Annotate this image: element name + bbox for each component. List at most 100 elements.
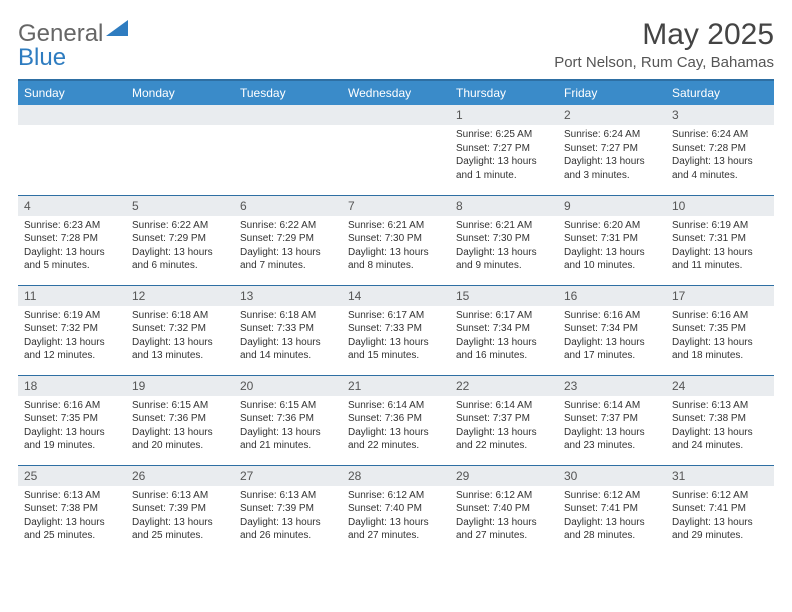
day-content: Sunrise: 6:13 AMSunset: 7:39 PMDaylight:… bbox=[126, 486, 234, 547]
day-line: Sunrise: 6:14 AM bbox=[348, 399, 444, 413]
day-line: Sunrise: 6:14 AM bbox=[456, 399, 552, 413]
day-line: Sunrise: 6:13 AM bbox=[132, 489, 228, 503]
calendar-day-cell: 14Sunrise: 6:17 AMSunset: 7:33 PMDayligh… bbox=[342, 285, 450, 375]
day-line: Sunset: 7:28 PM bbox=[24, 232, 120, 246]
day-number: 9 bbox=[558, 196, 666, 216]
day-content bbox=[342, 125, 450, 132]
calendar-day-cell bbox=[342, 105, 450, 195]
day-line: Daylight: 13 hours and 14 minutes. bbox=[240, 336, 336, 363]
day-content: Sunrise: 6:22 AMSunset: 7:29 PMDaylight:… bbox=[234, 216, 342, 277]
day-line: Daylight: 13 hours and 8 minutes. bbox=[348, 246, 444, 273]
calendar-week-row: 4Sunrise: 6:23 AMSunset: 7:28 PMDaylight… bbox=[18, 195, 774, 285]
page-header: General May 2025 Port Nelson, Rum Cay, B… bbox=[18, 18, 774, 71]
day-number: 29 bbox=[450, 466, 558, 486]
day-content: Sunrise: 6:23 AMSunset: 7:28 PMDaylight:… bbox=[18, 216, 126, 277]
day-line: Sunrise: 6:12 AM bbox=[564, 489, 660, 503]
calendar-day-cell: 11Sunrise: 6:19 AMSunset: 7:32 PMDayligh… bbox=[18, 285, 126, 375]
calendar-body: 1Sunrise: 6:25 AMSunset: 7:27 PMDaylight… bbox=[18, 105, 774, 555]
day-line: Sunrise: 6:15 AM bbox=[240, 399, 336, 413]
day-line: Sunrise: 6:21 AM bbox=[348, 219, 444, 233]
day-line: Sunset: 7:30 PM bbox=[348, 232, 444, 246]
calendar-day-cell: 21Sunrise: 6:14 AMSunset: 7:36 PMDayligh… bbox=[342, 375, 450, 465]
day-number: 11 bbox=[18, 286, 126, 306]
calendar-day-cell: 25Sunrise: 6:13 AMSunset: 7:38 PMDayligh… bbox=[18, 465, 126, 555]
day-line: Daylight: 13 hours and 27 minutes. bbox=[456, 516, 552, 543]
day-line: Sunset: 7:37 PM bbox=[564, 412, 660, 426]
calendar-day-cell: 2Sunrise: 6:24 AMSunset: 7:27 PMDaylight… bbox=[558, 105, 666, 195]
day-line: Daylight: 13 hours and 1 minute. bbox=[456, 155, 552, 182]
day-content: Sunrise: 6:18 AMSunset: 7:32 PMDaylight:… bbox=[126, 306, 234, 367]
day-line: Sunset: 7:36 PM bbox=[240, 412, 336, 426]
day-number: 13 bbox=[234, 286, 342, 306]
day-number: 14 bbox=[342, 286, 450, 306]
day-line: Daylight: 13 hours and 21 minutes. bbox=[240, 426, 336, 453]
day-line: Daylight: 13 hours and 18 minutes. bbox=[672, 336, 768, 363]
month-title: May 2025 bbox=[554, 18, 774, 52]
day-line: Sunrise: 6:13 AM bbox=[672, 399, 768, 413]
day-content: Sunrise: 6:12 AMSunset: 7:41 PMDaylight:… bbox=[666, 486, 774, 547]
day-line: Daylight: 13 hours and 6 minutes. bbox=[132, 246, 228, 273]
day-content: Sunrise: 6:16 AMSunset: 7:34 PMDaylight:… bbox=[558, 306, 666, 367]
day-line: Sunrise: 6:21 AM bbox=[456, 219, 552, 233]
day-number: 17 bbox=[666, 286, 774, 306]
day-line: Sunset: 7:32 PM bbox=[132, 322, 228, 336]
day-number: 1 bbox=[450, 105, 558, 125]
calendar-week-row: 1Sunrise: 6:25 AMSunset: 7:27 PMDaylight… bbox=[18, 105, 774, 195]
day-line: Daylight: 13 hours and 3 minutes. bbox=[564, 155, 660, 182]
day-content: Sunrise: 6:12 AMSunset: 7:40 PMDaylight:… bbox=[450, 486, 558, 547]
day-line: Sunrise: 6:15 AM bbox=[132, 399, 228, 413]
calendar-day-cell bbox=[18, 105, 126, 195]
day-line: Sunrise: 6:13 AM bbox=[240, 489, 336, 503]
calendar-day-cell: 30Sunrise: 6:12 AMSunset: 7:41 PMDayligh… bbox=[558, 465, 666, 555]
calendar-day-cell: 12Sunrise: 6:18 AMSunset: 7:32 PMDayligh… bbox=[126, 285, 234, 375]
day-line: Daylight: 13 hours and 23 minutes. bbox=[564, 426, 660, 453]
day-number bbox=[126, 105, 234, 125]
title-block: May 2025 Port Nelson, Rum Cay, Bahamas bbox=[554, 18, 774, 71]
calendar-day-cell: 9Sunrise: 6:20 AMSunset: 7:31 PMDaylight… bbox=[558, 195, 666, 285]
day-line: Sunset: 7:33 PM bbox=[348, 322, 444, 336]
day-number bbox=[234, 105, 342, 125]
day-line: Daylight: 13 hours and 13 minutes. bbox=[132, 336, 228, 363]
day-content: Sunrise: 6:16 AMSunset: 7:35 PMDaylight:… bbox=[666, 306, 774, 367]
day-line: Sunrise: 6:22 AM bbox=[132, 219, 228, 233]
day-line: Sunrise: 6:22 AM bbox=[240, 219, 336, 233]
day-line: Sunset: 7:35 PM bbox=[672, 322, 768, 336]
day-line: Sunset: 7:39 PM bbox=[132, 502, 228, 516]
weekday-header: Tuesday bbox=[234, 80, 342, 105]
calendar-day-cell: 3Sunrise: 6:24 AMSunset: 7:28 PMDaylight… bbox=[666, 105, 774, 195]
day-line: Daylight: 13 hours and 19 minutes. bbox=[24, 426, 120, 453]
calendar-day-cell: 23Sunrise: 6:14 AMSunset: 7:37 PMDayligh… bbox=[558, 375, 666, 465]
calendar-day-cell: 16Sunrise: 6:16 AMSunset: 7:34 PMDayligh… bbox=[558, 285, 666, 375]
day-line: Daylight: 13 hours and 17 minutes. bbox=[564, 336, 660, 363]
day-number: 22 bbox=[450, 376, 558, 396]
calendar-day-cell: 4Sunrise: 6:23 AMSunset: 7:28 PMDaylight… bbox=[18, 195, 126, 285]
calendar-day-cell: 28Sunrise: 6:12 AMSunset: 7:40 PMDayligh… bbox=[342, 465, 450, 555]
day-line: Sunset: 7:31 PM bbox=[564, 232, 660, 246]
day-line: Sunset: 7:37 PM bbox=[456, 412, 552, 426]
day-number: 10 bbox=[666, 196, 774, 216]
weekday-header: Thursday bbox=[450, 80, 558, 105]
day-line: Sunset: 7:31 PM bbox=[672, 232, 768, 246]
day-line: Daylight: 13 hours and 24 minutes. bbox=[672, 426, 768, 453]
day-number bbox=[18, 105, 126, 125]
day-number: 5 bbox=[126, 196, 234, 216]
weekday-header: Wednesday bbox=[342, 80, 450, 105]
day-line: Daylight: 13 hours and 16 minutes. bbox=[456, 336, 552, 363]
day-line: Daylight: 13 hours and 15 minutes. bbox=[348, 336, 444, 363]
calendar-day-cell: 6Sunrise: 6:22 AMSunset: 7:29 PMDaylight… bbox=[234, 195, 342, 285]
day-line: Sunset: 7:27 PM bbox=[456, 142, 552, 156]
calendar-day-cell: 5Sunrise: 6:22 AMSunset: 7:29 PMDaylight… bbox=[126, 195, 234, 285]
day-line: Sunrise: 6:12 AM bbox=[348, 489, 444, 503]
day-line: Sunset: 7:27 PM bbox=[564, 142, 660, 156]
day-content bbox=[18, 125, 126, 132]
weekday-header: Sunday bbox=[18, 80, 126, 105]
day-line: Sunset: 7:35 PM bbox=[24, 412, 120, 426]
day-line: Sunrise: 6:17 AM bbox=[456, 309, 552, 323]
day-line: Sunrise: 6:25 AM bbox=[456, 128, 552, 142]
day-content: Sunrise: 6:24 AMSunset: 7:28 PMDaylight:… bbox=[666, 125, 774, 186]
calendar-day-cell: 15Sunrise: 6:17 AMSunset: 7:34 PMDayligh… bbox=[450, 285, 558, 375]
day-number: 21 bbox=[342, 376, 450, 396]
calendar-day-cell: 22Sunrise: 6:14 AMSunset: 7:37 PMDayligh… bbox=[450, 375, 558, 465]
day-line: Daylight: 13 hours and 10 minutes. bbox=[564, 246, 660, 273]
calendar-day-cell: 19Sunrise: 6:15 AMSunset: 7:36 PMDayligh… bbox=[126, 375, 234, 465]
